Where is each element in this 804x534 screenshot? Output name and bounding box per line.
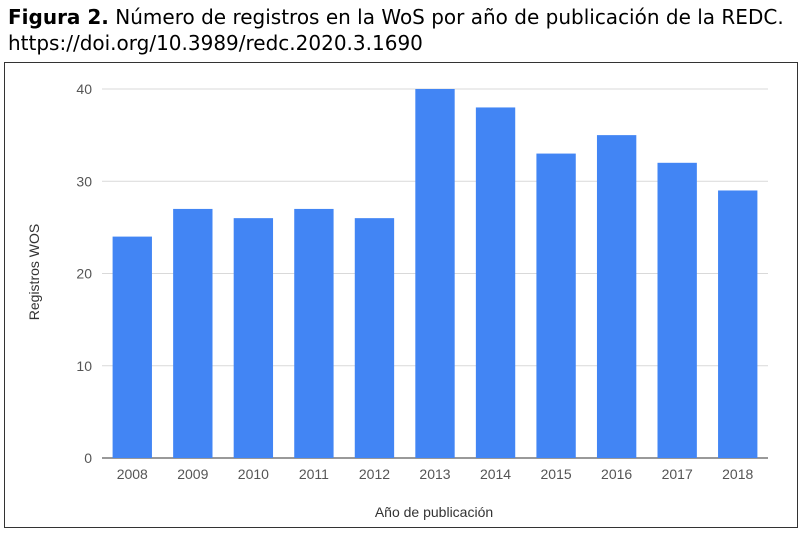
x-tick-label: 2013 — [419, 466, 450, 482]
x-tick-label: 2016 — [601, 466, 632, 482]
figure-caption: Figura 2. Número de registros en la WoS … — [8, 4, 798, 56]
x-tick-label: 2015 — [541, 466, 572, 482]
y-tick-label: 10 — [76, 358, 92, 374]
figure-title: Número de registros en la WoS por año de… — [115, 5, 784, 29]
y-tick-labels: 0 10 20 30 40 — [76, 81, 92, 466]
x-tick-labels: 2008 2009 2010 2011 2012 2013 2014 2015 2016 2017… — [117, 466, 754, 482]
bar-2012 — [354, 218, 395, 458]
y-tick-label: 20 — [76, 266, 92, 282]
bar-2009 — [173, 208, 213, 458]
bar-2016 — [596, 135, 637, 458]
x-tick-label: 2010 — [238, 466, 269, 482]
bar-2018 — [718, 190, 758, 458]
bar-2015 — [536, 153, 576, 458]
y-tick-label: 0 — [84, 450, 92, 466]
y-tick-label: 30 — [76, 173, 92, 189]
bar-2010 — [233, 218, 274, 458]
bar-2013 — [415, 89, 455, 458]
x-tick-label: 2014 — [480, 466, 511, 482]
bars — [112, 89, 758, 459]
x-tick-label: 2018 — [722, 466, 753, 482]
y-axis-title: Registros WOS — [26, 224, 42, 320]
figure-doi: https://doi.org/10.3989/redc.2020.3.1690 — [8, 31, 423, 55]
bar-2017 — [657, 162, 697, 459]
figure-label: Figura 2. — [8, 5, 109, 29]
bar-2014 — [475, 107, 516, 458]
x-tick-label: 2008 — [117, 466, 148, 482]
x-tick-label: 2011 — [299, 466, 329, 482]
x-tick-label: 2017 — [662, 466, 693, 482]
bar-2011 — [294, 208, 334, 458]
bar-2008 — [112, 236, 152, 458]
x-axis-title: Año de publicación — [375, 504, 493, 520]
x-tick-label: 2012 — [359, 466, 390, 482]
x-tick-label: 2009 — [177, 466, 208, 482]
y-tick-label: 40 — [76, 81, 92, 97]
